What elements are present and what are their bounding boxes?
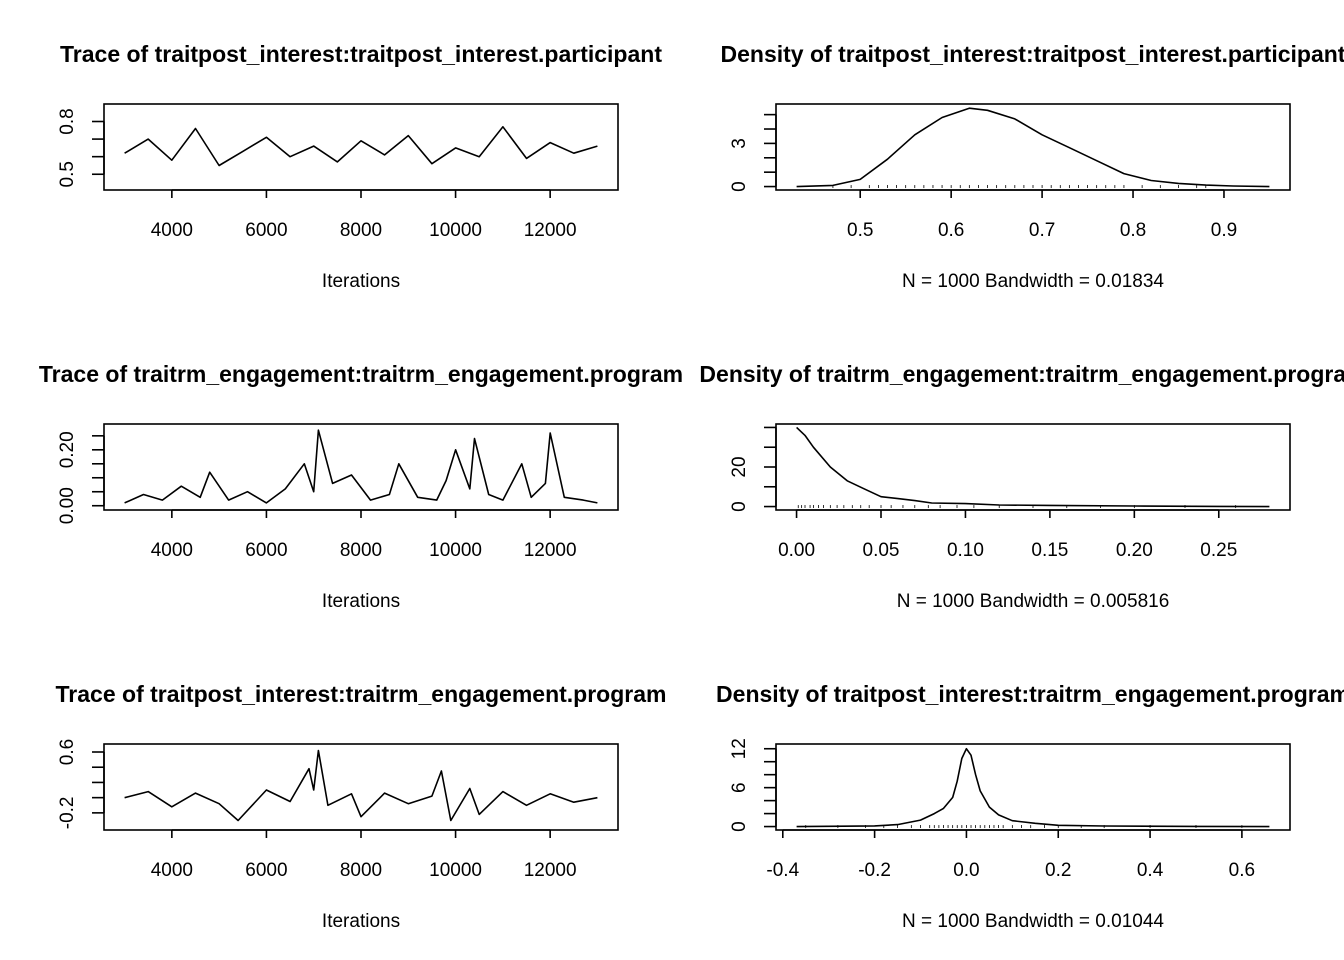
chart-title: Density of traitpost_interest:traitrm_en… [716,681,1344,707]
x-tick-label: -0.4 [766,860,799,881]
x-tick-label: 10000 [429,540,482,561]
x-axis-label: Iterations [322,911,400,932]
y-tick-label: 3 [729,138,750,149]
y-tick-label: 12 [729,738,750,759]
chart-title: Density of traitpost_interest:traitpost_… [721,41,1344,67]
x-tick-label: 12000 [524,860,577,881]
x-tick-label: 4000 [151,220,193,241]
x-tick-label: 0.0 [953,860,979,881]
x-tick-label: 0.20 [1116,540,1153,561]
y-tick-label: 0.6 [57,739,78,765]
y-tick-label: 0.00 [57,487,78,524]
density-curve [796,107,1270,188]
x-tick-label: 0.00 [778,540,815,561]
plot-frame [775,423,1291,511]
chart-panel-2: Density of traitpost_interest:traitpost_… [721,41,1344,292]
x-tick-label: 10000 [429,860,482,881]
chart-title: Trace of traitpost_interest:traitrm_enga… [56,681,667,707]
chart-panel-1: Trace of traitpost_interest:traitpost_in… [57,41,662,292]
plot-frame [775,103,1291,191]
x-tick-label: 0.8 [1120,220,1146,241]
trace-line [124,429,598,504]
x-tick-label: 0.5 [847,220,873,241]
x-tick-label: 0.15 [1031,540,1068,561]
chart-title: Trace of traitpost_interest:traitpost_in… [60,41,662,67]
x-tick-label: 6000 [245,220,287,241]
x-tick-label: 12000 [524,220,577,241]
chart-title: Density of traitrm_engagement:traitrm_en… [699,361,1344,387]
x-tick-label: 0.05 [863,540,900,561]
x-tick-label: 8000 [340,540,382,561]
y-tick-label: 0.20 [57,431,78,468]
x-tick-label: 0.4 [1137,860,1164,881]
plot-frame [775,743,1291,831]
x-tick-label: 0.6 [1229,860,1255,881]
y-tick-label: 20 [729,456,750,477]
chart-panel-3: Trace of traitrm_engagement:traitrm_enga… [39,361,683,612]
x-tick-label: 0.7 [1029,220,1055,241]
y-tick-label: 0 [729,821,750,832]
density-curve [796,426,1270,508]
chart-panel-6: Density of traitpost_interest:traitrm_en… [716,681,1344,932]
x-tick-label: 6000 [245,540,287,561]
density-curve [796,747,1270,828]
x-axis-label: Iterations [322,271,400,292]
y-tick-label: 0 [729,181,750,192]
chart-panel-5: Trace of traitpost_interest:traitrm_enga… [56,681,667,932]
x-tick-label: 6000 [245,860,287,881]
x-tick-label: 4000 [151,540,193,561]
y-tick-label: 0.5 [57,161,78,187]
chart-panel-4: Density of traitrm_engagement:traitrm_en… [699,361,1344,612]
x-axis-label: N = 1000 Bandwidth = 0.01044 [902,911,1164,932]
x-tick-label: -0.2 [858,860,891,881]
x-tick-label: 0.25 [1200,540,1237,561]
x-tick-label: 0.10 [947,540,984,561]
y-tick-label: 0 [729,501,750,512]
x-axis-label: N = 1000 Bandwidth = 0.01834 [902,271,1164,292]
chart-title: Trace of traitrm_engagement:traitrm_enga… [39,361,683,387]
y-tick-label: 0.8 [57,108,78,134]
x-axis-label: N = 1000 Bandwidth = 0.005816 [897,591,1170,612]
trace-line [124,126,598,167]
x-tick-label: 8000 [340,860,382,881]
x-tick-label: 8000 [340,220,382,241]
x-tick-label: 0.9 [1211,220,1237,241]
y-tick-label: 6 [729,782,750,793]
x-tick-label: 0.2 [1045,860,1071,881]
x-axis-label: Iterations [322,591,400,612]
y-tick-label: -0.2 [57,796,78,829]
x-tick-label: 0.6 [938,220,964,241]
trace-line [124,749,598,822]
plot-frame [103,423,619,511]
x-tick-label: 10000 [429,220,482,241]
x-tick-label: 12000 [524,540,577,561]
x-tick-label: 4000 [151,860,193,881]
